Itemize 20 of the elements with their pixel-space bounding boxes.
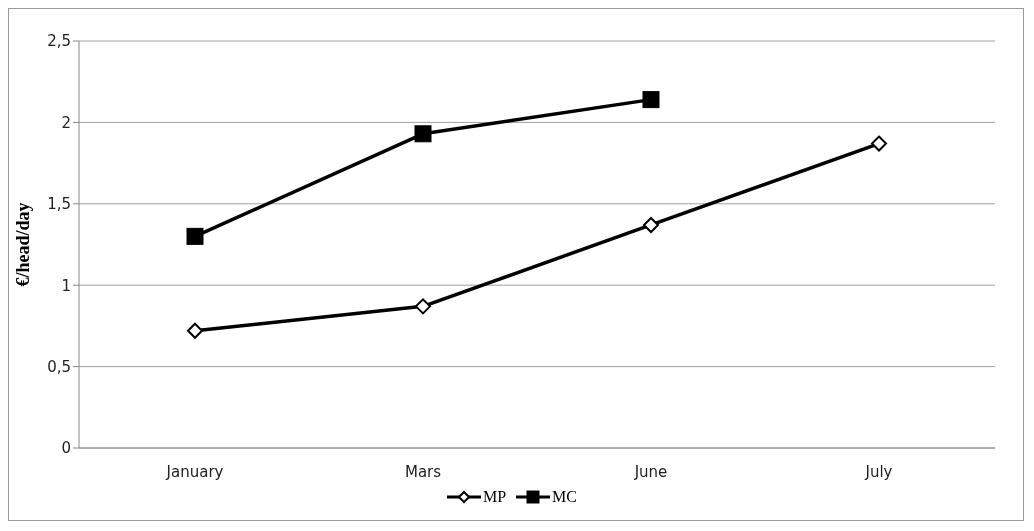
- point: [643, 216, 659, 233]
- y-tick-label: 0,5: [47, 357, 71, 376]
- point: [871, 135, 887, 152]
- legend-label: MP: [482, 488, 507, 506]
- point: [187, 322, 203, 339]
- x-tick-label: January: [165, 462, 224, 481]
- y-tick-label: 1: [61, 276, 71, 295]
- point: [415, 298, 431, 315]
- point: [642, 91, 660, 109]
- y-tick-label: 1,5: [47, 195, 71, 214]
- x-tick-label: July: [864, 462, 893, 481]
- y-tick-label: 0: [61, 439, 71, 458]
- y-tick-label: 2: [61, 113, 71, 132]
- x-tick-label: Mars: [404, 462, 442, 481]
- point: [186, 227, 204, 245]
- x-tick-label: June: [633, 462, 668, 481]
- y-axis-title: €/head/day: [13, 202, 34, 287]
- y-tick-label: 2,5: [47, 32, 71, 51]
- point: [414, 125, 432, 143]
- legend-label: MC: [552, 488, 578, 506]
